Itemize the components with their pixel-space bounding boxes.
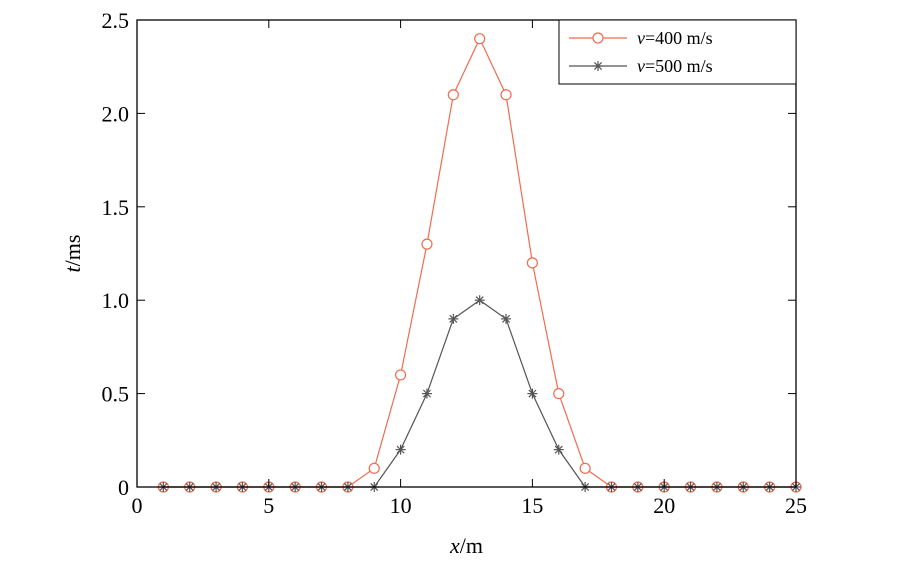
- x-tick-label: 25: [785, 493, 807, 518]
- series-1-point: [395, 369, 407, 381]
- x-tick-label: 0: [132, 493, 143, 518]
- series-2-point: [527, 388, 538, 399]
- legend-label: v=500 m/s: [637, 56, 713, 76]
- series-1-point: [579, 462, 591, 474]
- series-2-line: [163, 299, 796, 488]
- series-2-point: [421, 388, 432, 399]
- series-1-point: [526, 257, 539, 269]
- y-tick-label: 2.5: [102, 8, 130, 33]
- legend-item: v=500 m/s: [569, 56, 713, 76]
- y-tick-label: 0.5: [102, 382, 130, 407]
- series-2-point: [474, 295, 485, 306]
- legend-label: v=400 m/s: [637, 28, 713, 48]
- x-axis-label: x/m: [449, 533, 483, 558]
- y-tick-label: 1.0: [102, 288, 130, 313]
- series-1-point: [421, 238, 433, 250]
- series-1-line: [163, 37, 796, 488]
- series-2-point: [501, 313, 512, 324]
- legend: v=400 m/s v=500 m/s: [558, 19, 797, 85]
- legend-marker: [592, 32, 604, 44]
- x-tick-label: 20: [653, 493, 675, 518]
- series-1-point: [474, 33, 486, 45]
- axes: 0 5 10 15 20 25 0 0.5 1.0 1.5 2.0 2.5: [102, 8, 808, 518]
- legend-item: v=400 m/s: [569, 28, 713, 48]
- legend-box: [558, 19, 797, 85]
- series-1-point: [447, 89, 459, 101]
- y-tick-label: 1.5: [102, 195, 130, 220]
- legend-marker: [593, 61, 603, 71]
- x-tick-label: 10: [390, 493, 412, 518]
- series-1-point: [368, 462, 380, 474]
- y-tick-label: 2.0: [102, 101, 130, 126]
- plot-frame: [136, 19, 797, 488]
- x-tick-label: 15: [521, 493, 543, 518]
- y-axis-label: t/ms: [60, 235, 85, 273]
- series-1-point: [500, 89, 512, 101]
- series-2-point: [448, 313, 459, 324]
- series-2-point: [553, 444, 564, 455]
- y-tick-label: 0: [118, 475, 129, 500]
- series-2-point: [395, 444, 406, 455]
- plot-marks: [157, 33, 802, 493]
- x-tick-label: 5: [263, 493, 274, 518]
- series-1-point: [553, 388, 565, 400]
